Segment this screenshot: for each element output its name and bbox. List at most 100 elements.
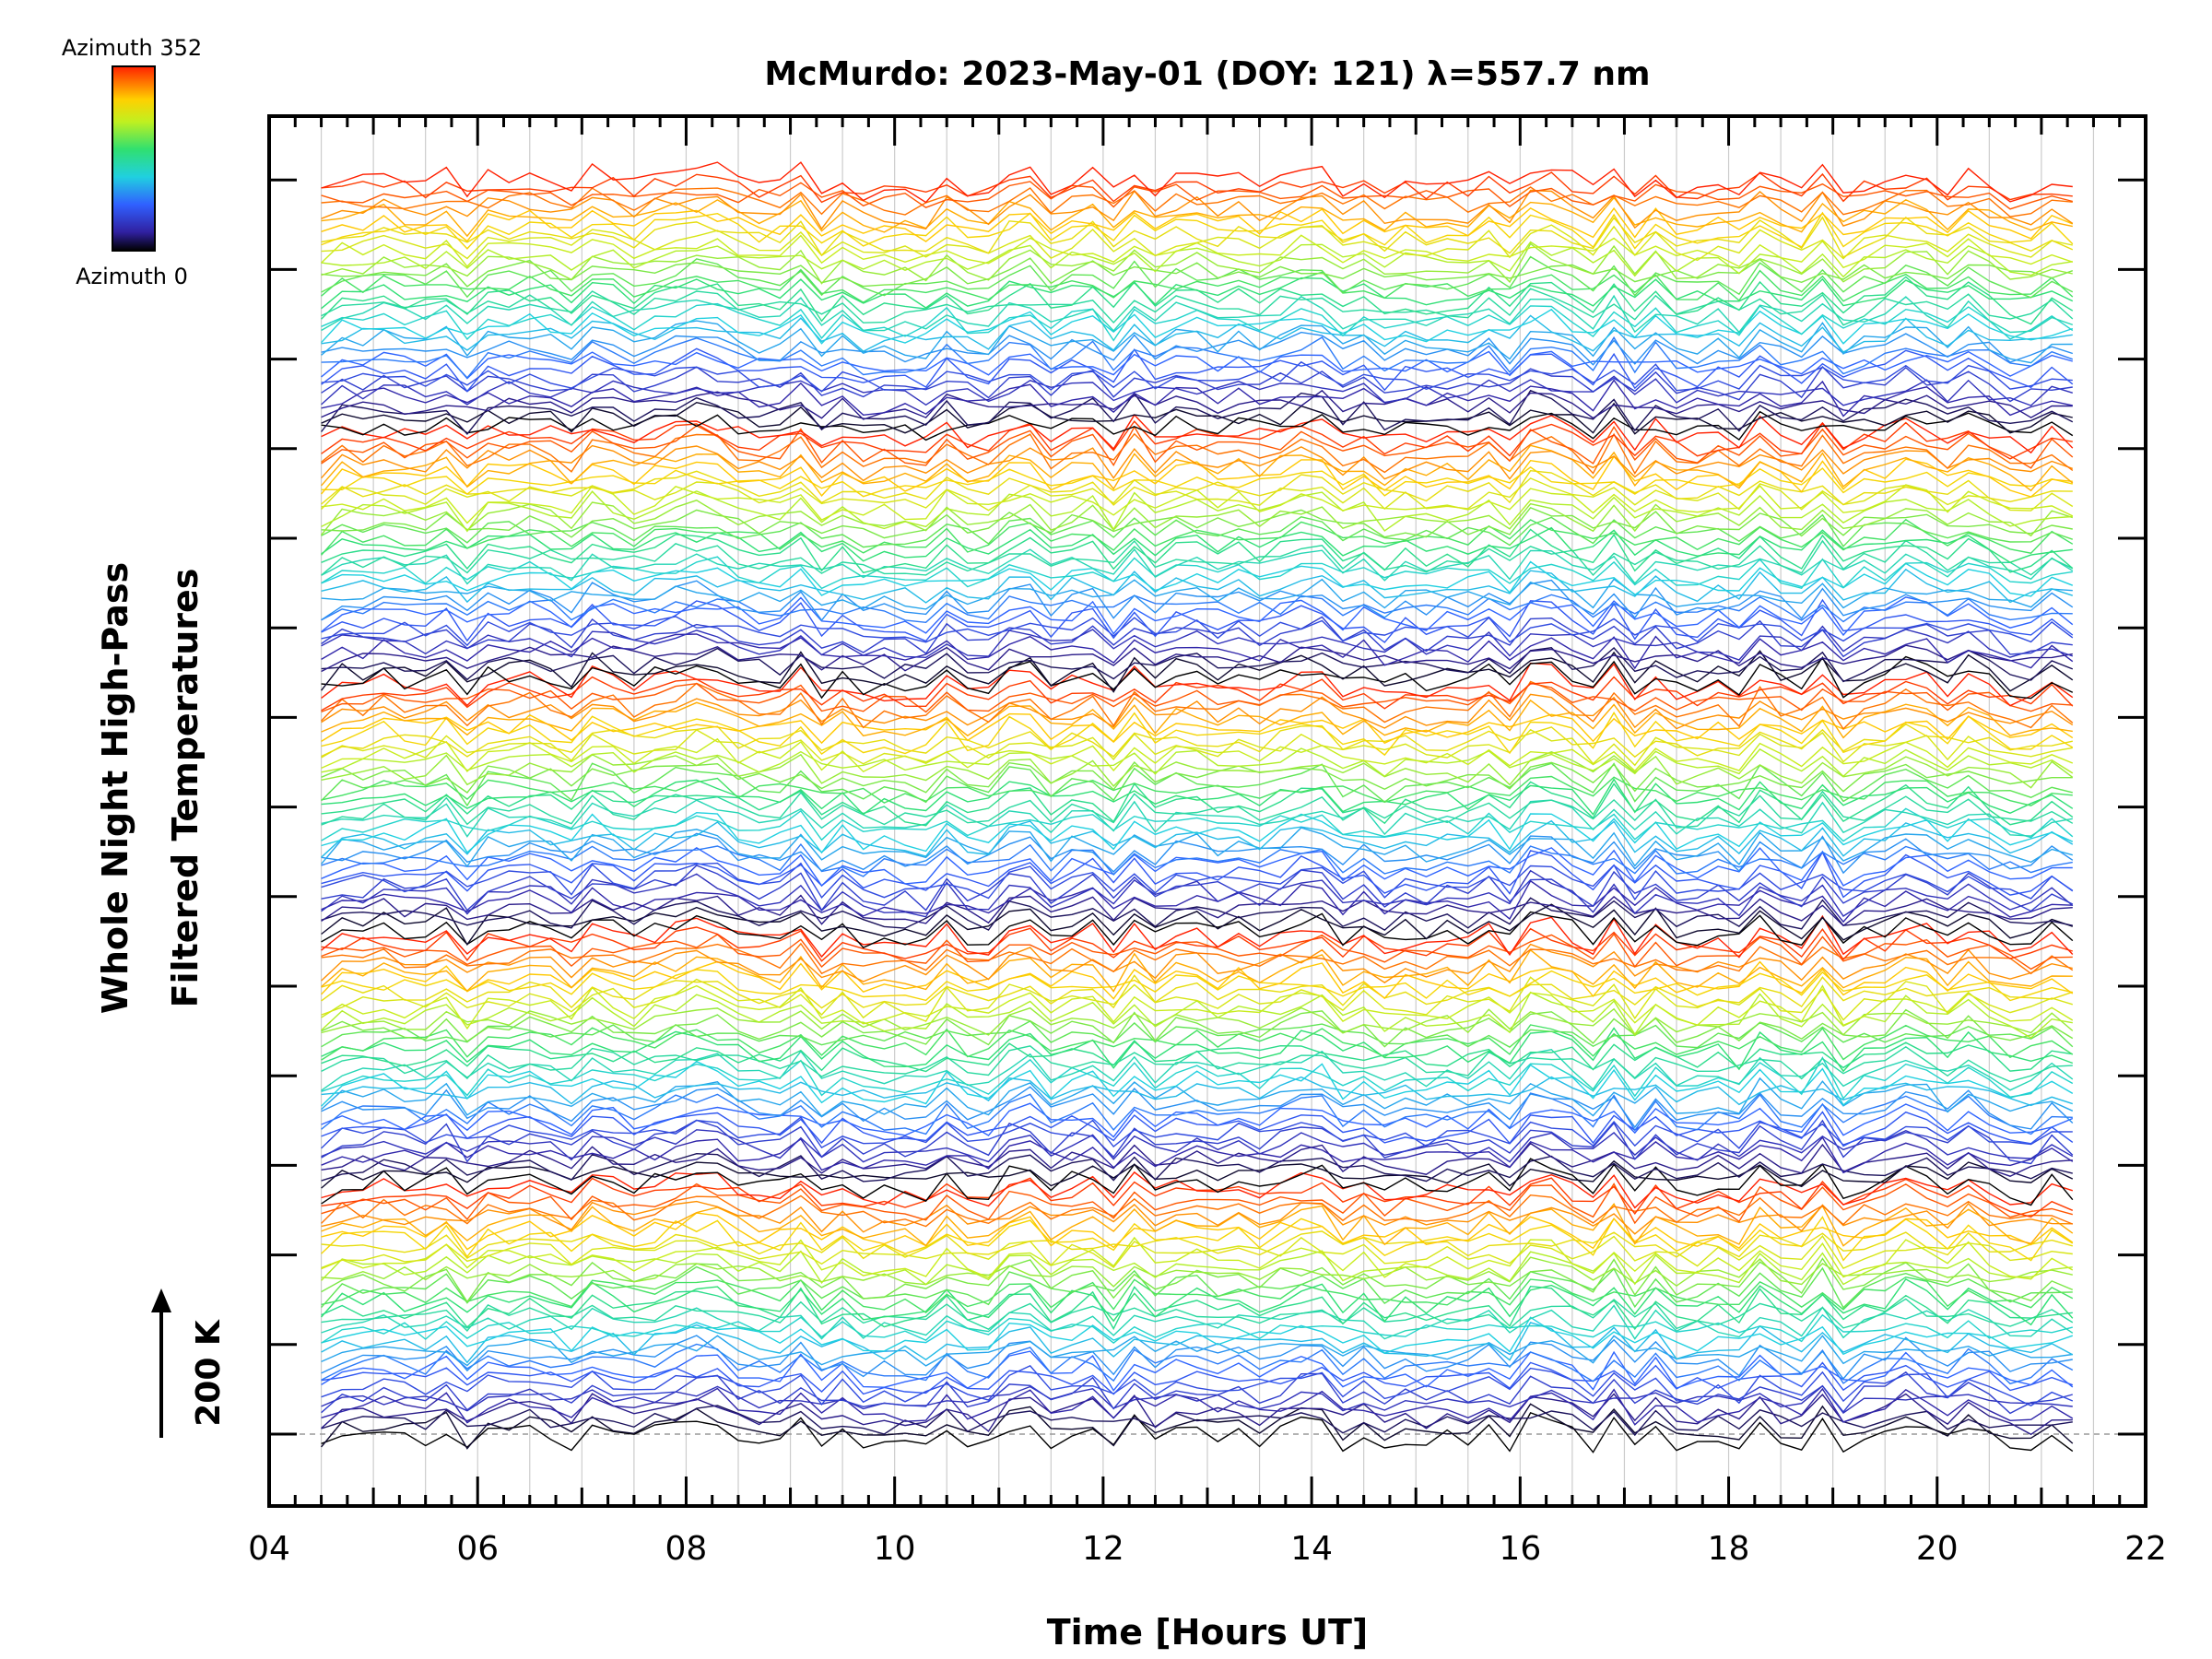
series-line xyxy=(321,414,2074,454)
series-line xyxy=(321,811,2074,854)
series-lines xyxy=(321,161,2074,1453)
series-line xyxy=(321,477,2074,512)
series-line xyxy=(321,288,2074,326)
series-line xyxy=(321,1405,2073,1437)
series-line xyxy=(321,526,2073,563)
series-line xyxy=(321,933,2073,971)
series-line xyxy=(321,401,2073,435)
series-line xyxy=(321,242,2073,285)
series-line xyxy=(321,257,2074,288)
series-line xyxy=(321,1142,2073,1177)
series-line xyxy=(321,1119,2074,1165)
series-line xyxy=(321,1335,2073,1381)
series-line xyxy=(321,894,2073,927)
series-line xyxy=(321,1152,2073,1182)
series-line xyxy=(321,942,2074,975)
series-line xyxy=(321,186,2073,218)
series-line xyxy=(321,171,2073,204)
series-line xyxy=(321,1313,2073,1344)
scale-arrow-head xyxy=(151,1288,171,1312)
series-line xyxy=(321,699,2073,739)
series-line xyxy=(321,682,2073,713)
series-line xyxy=(321,196,2073,238)
series-line xyxy=(321,161,2073,204)
series-line xyxy=(321,1384,2073,1414)
series-line xyxy=(321,616,2073,658)
series-line xyxy=(321,578,2073,610)
series-line xyxy=(321,781,2074,827)
series-line xyxy=(321,625,2074,661)
series-line xyxy=(321,1024,2074,1061)
series-line xyxy=(321,655,2074,700)
x-tick-label: 18 xyxy=(1708,1530,1750,1568)
series-line xyxy=(321,389,2074,435)
series-line xyxy=(321,444,2074,482)
series-line xyxy=(321,879,2073,924)
series-line xyxy=(321,1102,2074,1138)
series-line xyxy=(321,969,2073,1002)
series-line xyxy=(321,1200,2073,1235)
x-tick-label: 08 xyxy=(665,1530,708,1568)
series-line xyxy=(321,466,2073,498)
series-line xyxy=(321,662,2074,707)
colorbar-top-label: Azimuth 352 xyxy=(62,35,202,61)
chart-title: McMurdo: 2023-May-01 (DOY: 121) λ=557.7 … xyxy=(764,55,1650,93)
series-line xyxy=(321,347,2074,393)
series-line xyxy=(321,1335,2073,1367)
y-axis-label-line2: Filtered Temperatures xyxy=(165,569,206,1008)
series-line xyxy=(321,1136,2074,1174)
x-axis-label: Time [Hours UT] xyxy=(1047,1612,1369,1653)
x-tick-label: 12 xyxy=(1082,1530,1124,1568)
series-line xyxy=(321,389,2073,420)
series-line xyxy=(321,528,2074,574)
series-line xyxy=(321,1086,2074,1130)
series-line xyxy=(321,1236,2074,1280)
series-line xyxy=(321,469,2073,506)
series-line xyxy=(321,410,2074,441)
series-line xyxy=(321,1316,2074,1356)
series-line xyxy=(321,268,2074,303)
series-line xyxy=(321,598,2074,643)
series-line xyxy=(321,832,2074,875)
series-line xyxy=(321,846,2073,888)
series-line xyxy=(321,1027,2074,1073)
series-line xyxy=(321,350,2073,380)
series-line xyxy=(321,676,2074,712)
series-line xyxy=(321,1049,2074,1091)
series-line xyxy=(321,728,2073,767)
series-line xyxy=(321,1158,2074,1206)
series-line xyxy=(321,760,2073,794)
x-tick-label: 06 xyxy=(456,1530,499,1568)
series-line xyxy=(321,865,2074,912)
series-line xyxy=(321,1203,2074,1247)
x-tick-labels: 04 06 08 10 12 14 16 18 20 22 xyxy=(248,1530,2167,1568)
series-line xyxy=(321,425,2074,469)
series-line xyxy=(321,903,2074,947)
series-line xyxy=(321,680,2074,730)
series-line xyxy=(321,568,2074,604)
series-line xyxy=(321,1265,2073,1309)
x-tick-label: 16 xyxy=(1499,1530,1541,1568)
series-line xyxy=(321,1277,2074,1326)
series-line xyxy=(321,1171,2074,1209)
series-line xyxy=(321,1006,2074,1037)
x-tick-label: 10 xyxy=(874,1530,916,1568)
series-line xyxy=(321,294,2074,334)
series-line xyxy=(321,1285,2073,1331)
series-line xyxy=(321,1129,2074,1163)
y-axis-label-line1: Whole Night High-Pass xyxy=(95,562,135,1014)
series-line xyxy=(321,181,2073,210)
series-line xyxy=(321,206,2074,242)
series-line xyxy=(321,1020,2074,1049)
series-line xyxy=(321,862,2074,901)
scale-bar-label: 200 K xyxy=(190,1319,228,1427)
series-line xyxy=(321,1365,2074,1407)
series-line xyxy=(321,211,2074,250)
series-line xyxy=(321,1250,2073,1286)
axis-ticks xyxy=(267,116,2147,1506)
series-line xyxy=(321,594,2073,624)
series-line xyxy=(321,1403,2074,1450)
series-line xyxy=(321,596,2074,637)
series-line xyxy=(321,1276,2074,1313)
